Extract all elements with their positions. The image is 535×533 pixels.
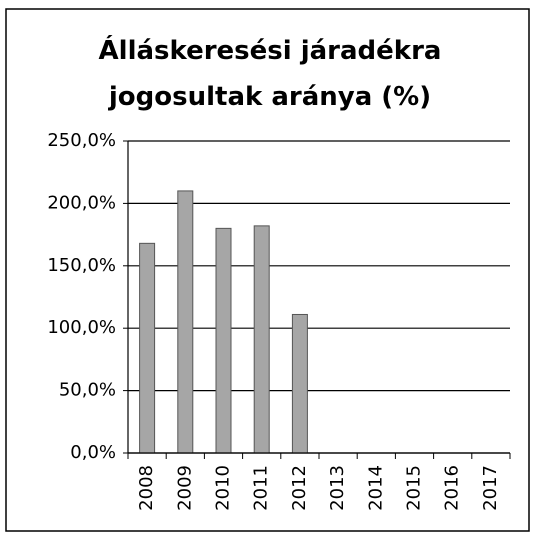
y-tick-label: 150,0% [47, 255, 116, 276]
bar [139, 242, 156, 454]
x-tick-label: 2017 [480, 465, 501, 511]
x-tick-label: 2015 [404, 465, 425, 511]
bar [177, 190, 194, 454]
bar [253, 225, 270, 454]
y-tick-label: 200,0% [47, 192, 116, 213]
x-tick-label: 2010 [213, 465, 234, 511]
x-tick-label: 2011 [251, 465, 272, 511]
chart-border [5, 8, 530, 532]
y-tick-label: 0,0% [70, 442, 116, 463]
bar [215, 227, 232, 454]
y-tick-label: 50,0% [59, 380, 116, 401]
x-tick-label: 2009 [174, 465, 195, 511]
y-tick-label: 100,0% [47, 317, 116, 338]
y-tick-label: 250,0% [47, 130, 116, 151]
chart-title: Álláskeresési járadékra jogosultak arány… [98, 36, 442, 112]
x-tick-label: 2012 [289, 465, 310, 511]
x-tick-label: 2016 [442, 465, 463, 511]
bar [291, 313, 308, 454]
x-tick-label: 2008 [136, 465, 157, 511]
x-tick-label: 2014 [365, 465, 386, 511]
x-tick-label: 2013 [327, 465, 348, 511]
